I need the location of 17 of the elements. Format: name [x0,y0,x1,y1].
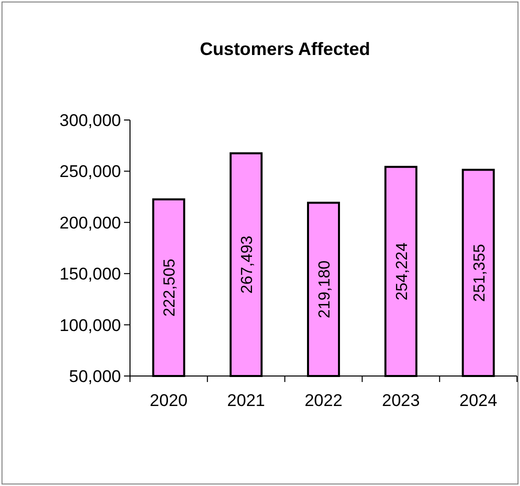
x-tick-label: 2023 [382,391,420,410]
chart-title: Customers Affected [200,39,370,59]
x-tick-label: 2020 [150,391,188,410]
x-tick-label: 2021 [227,391,266,410]
y-tick-label: 300,000 [60,110,121,130]
y-tick-label: 150,000 [60,264,121,284]
data-label: 251,355 [471,244,488,302]
data-label: 222,505 [162,258,179,317]
y-tick-label: 100,000 [60,316,121,335]
x-tick-label: 2022 [304,391,342,410]
x-tick-label: 2024 [459,391,498,410]
data-label: 267,493 [239,236,256,294]
data-label: 254,224 [394,242,411,300]
y-tick-label: 50,000 [69,366,121,386]
data-label: 219,180 [316,260,334,318]
y-tick-label: 200,000 [60,213,121,232]
y-tick-label: 250,000 [60,162,121,182]
